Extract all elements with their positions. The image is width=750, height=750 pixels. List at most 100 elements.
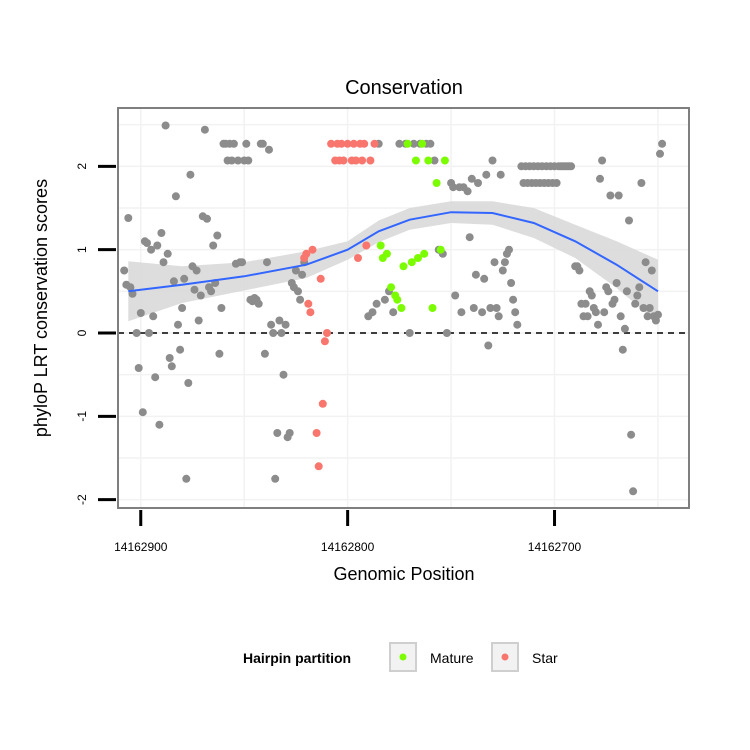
data-point-other	[612, 279, 621, 287]
data-point-star	[362, 241, 371, 250]
x-tick-label: 14162900	[114, 540, 168, 554]
data-point-other	[234, 156, 242, 165]
legend-dot-star	[501, 653, 509, 661]
data-point-mature	[376, 241, 385, 250]
data-point-other	[567, 162, 576, 171]
data-point-other	[281, 320, 290, 329]
data-point-other	[409, 139, 418, 148]
y-axis-title: phyloP LRT conservation scores	[31, 179, 51, 437]
data-point-other	[136, 309, 145, 317]
data-point-other	[486, 304, 495, 312]
data-point-other	[229, 139, 238, 148]
data-point-other	[167, 362, 176, 371]
data-point-other	[604, 287, 613, 296]
data-point-other	[575, 266, 584, 275]
data-point-other	[645, 304, 654, 312]
data-point-other	[174, 320, 182, 329]
data-point-star	[339, 156, 348, 165]
data-point-other	[594, 320, 602, 329]
data-point-other	[260, 349, 269, 358]
data-point-other	[244, 156, 253, 165]
x-tick-label: 14162800	[321, 540, 375, 554]
data-point-star	[360, 139, 369, 148]
data-point-other	[271, 474, 280, 483]
data-point-other	[498, 266, 507, 275]
data-point-other	[196, 291, 205, 300]
data-point-other	[625, 216, 633, 225]
data-point-star	[343, 139, 352, 148]
data-point-other	[591, 308, 600, 317]
data-point-other	[449, 183, 458, 192]
confidence-band	[128, 201, 659, 323]
data-point-other	[163, 249, 172, 258]
data-point-other	[488, 156, 497, 165]
data-point-other	[254, 299, 263, 308]
data-point-other	[474, 179, 482, 187]
smooth-line	[128, 211, 659, 293]
data-point-other	[380, 295, 389, 304]
data-point-other	[478, 308, 487, 317]
data-point-other	[176, 345, 185, 354]
data-point-other	[631, 299, 640, 308]
data-point-other	[389, 308, 398, 317]
data-point-mature	[414, 254, 422, 262]
data-point-other	[180, 274, 189, 283]
data-point-other	[238, 258, 247, 267]
data-point-other	[372, 299, 381, 308]
data-point-other	[159, 258, 168, 267]
data-point-other	[143, 239, 151, 247]
data-point-other	[430, 156, 439, 165]
data-point-other	[209, 241, 218, 250]
data-point-other	[482, 170, 491, 179]
data-point-other	[267, 320, 276, 329]
data-point-other	[149, 312, 158, 321]
data-point-other	[505, 245, 513, 254]
data-point-other	[511, 308, 520, 317]
data-point-mature	[407, 258, 416, 267]
data-point-other	[269, 329, 278, 337]
data-point-other	[178, 304, 187, 312]
data-point-star	[316, 274, 325, 283]
data-point-mature	[397, 304, 406, 312]
legend-dot-mature	[399, 653, 407, 661]
data-point-other	[426, 139, 435, 148]
data-point-star	[354, 254, 362, 262]
data-point-other	[471, 270, 480, 279]
data-point-other	[279, 370, 288, 379]
points-layer	[120, 121, 667, 496]
data-point-other	[490, 258, 499, 267]
data-point-other	[658, 139, 667, 148]
x-axis: 14162900 14162800 14162700	[114, 510, 582, 554]
data-point-other	[633, 291, 642, 300]
data-point-other	[405, 329, 414, 337]
data-point-other	[203, 214, 211, 223]
data-point-mature	[428, 304, 437, 312]
legend-title: Hairpin partition	[243, 650, 351, 666]
data-point-other	[184, 379, 193, 387]
data-point-star	[337, 139, 346, 148]
data-point-other	[145, 329, 153, 337]
data-point-other	[618, 345, 627, 354]
data-point-other	[200, 125, 209, 134]
data-point-star	[358, 156, 367, 165]
data-point-other	[186, 170, 195, 179]
data-point-other	[465, 233, 474, 242]
data-point-mature	[420, 249, 429, 258]
data-point-other	[258, 139, 267, 148]
data-point-other	[120, 266, 129, 275]
panel-border	[117, 107, 690, 509]
data-point-mature	[418, 139, 427, 148]
data-point-star	[318, 399, 327, 408]
data-point-other	[263, 258, 271, 267]
data-point-other	[147, 245, 156, 254]
data-point-other	[622, 287, 631, 296]
data-point-other	[442, 329, 451, 337]
data-point-star	[349, 139, 358, 148]
data-point-other	[509, 295, 518, 304]
data-point-other	[467, 174, 476, 183]
data-point-other	[643, 312, 652, 321]
y-tick-label: -2	[75, 494, 89, 505]
data-point-other	[596, 174, 604, 183]
data-point-other	[492, 304, 501, 312]
